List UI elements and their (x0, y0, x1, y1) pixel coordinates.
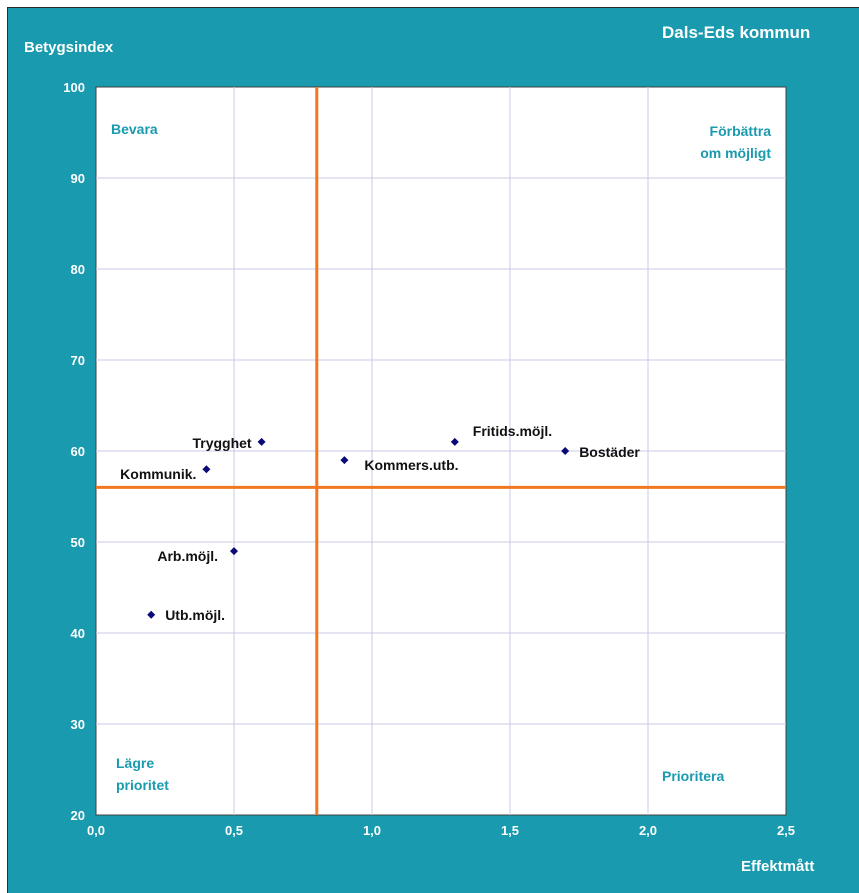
data-point-marker (340, 456, 349, 465)
y-tick-label: 70 (71, 353, 85, 368)
quadrant-label-lagre: Lägre (116, 755, 154, 771)
data-point-label: Trygghet (192, 435, 251, 451)
quadrant-label-forbattra: Förbättra (710, 123, 772, 139)
data-point-marker (147, 610, 156, 619)
x-tick-label: 1,0 (363, 823, 381, 838)
data-point-label: Utb.möjl. (165, 607, 225, 623)
reference-lines (96, 87, 786, 815)
data-point-label: Fritids.möjl. (473, 423, 552, 439)
data-point-marker (450, 437, 459, 446)
grid-lines (96, 87, 786, 815)
data-point-label: Arb.möjl. (157, 548, 218, 564)
y-tick-label: 30 (71, 717, 85, 732)
y-tick-label: 80 (71, 262, 85, 277)
quadrant-label-bevara: Bevara (111, 121, 158, 137)
data-point-marker (230, 547, 238, 556)
x-tick-label: 0,0 (87, 823, 105, 838)
x-tick-label: 0,5 (225, 823, 243, 838)
data-point-marker (561, 447, 570, 455)
y-tick-label: 60 (71, 444, 85, 459)
chart-title: Dals-Eds kommun (662, 23, 810, 42)
data-points: Trygghet Kommunik. Kommers.utb. Fritids.möj… (120, 423, 640, 623)
x-tick-label: 2,5 (777, 823, 795, 838)
quadrant-label-prioritet: prioritet (116, 777, 169, 793)
data-point-label: Kommers.utb. (364, 457, 458, 473)
quadrant-label-om-mojligt: om möjligt (700, 145, 771, 161)
x-tick-label: 1,5 (501, 823, 519, 838)
data-point-marker (257, 437, 266, 446)
data-point-marker (202, 465, 211, 474)
quadrant-label-prioritera: Prioritera (662, 768, 724, 784)
data-point-label: Kommunik. (120, 466, 196, 482)
axis-ticks: 0,0 0,5 1,0 1,5 2,0 2,5 20 30 40 50 60 70 80 90 100 (63, 80, 795, 838)
x-axis-label: Effektmått (741, 858, 814, 875)
y-tick-label: 100 (63, 80, 85, 95)
y-tick-label: 20 (71, 808, 85, 823)
y-axis-label: Betygsindex (24, 39, 114, 56)
data-point-label: Bostäder (579, 444, 640, 460)
y-tick-label: 90 (71, 171, 85, 186)
y-tick-label: 50 (71, 535, 85, 550)
x-tick-label: 2,0 (639, 823, 657, 838)
y-tick-label: 40 (71, 626, 85, 641)
